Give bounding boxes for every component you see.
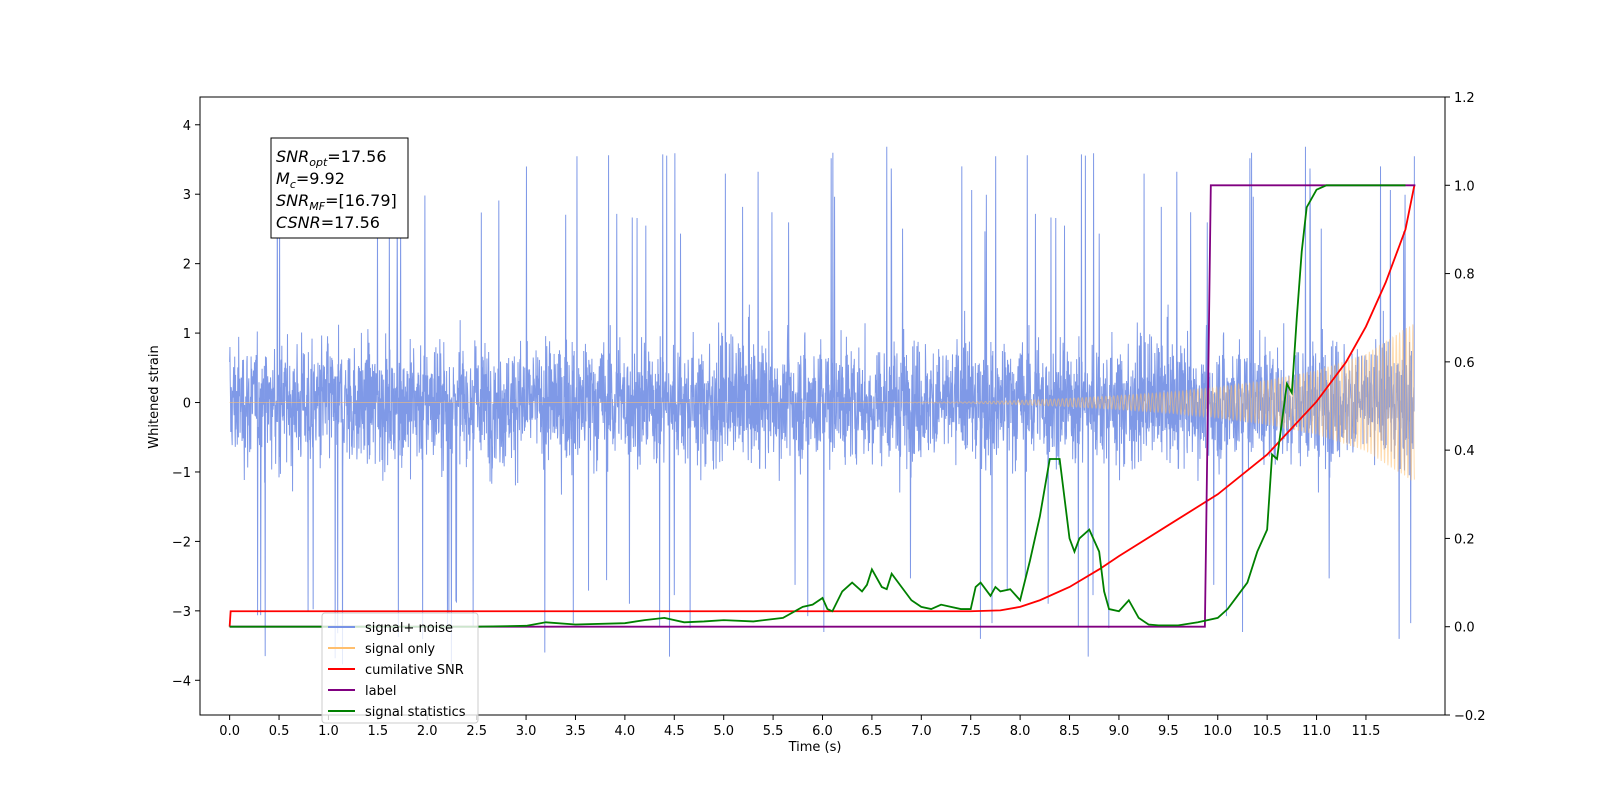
x-tick-label: 4.0 [615, 724, 636, 739]
x-tick-label: 10.0 [1203, 724, 1232, 739]
x-tick-label: 2.5 [466, 724, 487, 739]
y2-tick-label: 0.2 [1454, 532, 1475, 547]
y2-tick-label: −0.2 [1454, 709, 1486, 724]
series-line-label [229, 184, 1416, 628]
legend: signal+ noise signal only cumilative SNR la… [321, 612, 479, 724]
y2-tick-label: 0.4 [1454, 444, 1475, 459]
x-tick-label: 6.5 [862, 724, 883, 739]
y-tick-label: 3 [183, 188, 191, 203]
x-tick-label: 7.0 [911, 724, 932, 739]
x-tick-label: 6.0 [812, 724, 833, 739]
legend-label: label [365, 684, 396, 699]
legend-label: signal statistics [365, 705, 466, 720]
x-tick-label: 1.5 [368, 724, 389, 739]
x-tick-label: 7.5 [960, 724, 981, 739]
series-signal-only [229, 324, 1415, 481]
y2-tick-label: 1.2 [1454, 91, 1475, 106]
series-lines [228, 184, 1416, 628]
x-tick-label: 3.0 [516, 724, 537, 739]
series-line-signal-statistics [229, 184, 1406, 628]
annotation-line: Mc=9.92 [276, 169, 345, 191]
y-tick-label: −1 [172, 466, 191, 481]
x-tick-label: 11.5 [1351, 724, 1380, 739]
x-tick-label: 2.0 [417, 724, 438, 739]
signal-noise-line [229, 141, 1415, 665]
annotation-box: SNRopt=17.56Mc=9.92SNRMF=[16.79]CSNR=17.… [270, 137, 409, 239]
y-axis-label: Whitened strain [147, 345, 162, 448]
y-tick-label: 2 [183, 258, 191, 273]
series-line-cumilative-snr [228, 185, 1416, 627]
annotation-frame [270, 137, 409, 239]
y-tick-label: 1 [183, 327, 191, 342]
x-tick-label: 5.5 [763, 724, 784, 739]
x-tick-label: 5.0 [713, 724, 734, 739]
x-tick-label: 0.5 [269, 724, 290, 739]
x-tick-label: 10.5 [1253, 724, 1282, 739]
x-axis-label: Time (s) [788, 740, 842, 755]
y-tick-label: −2 [172, 535, 191, 550]
x-tick-label: 0.0 [219, 724, 240, 739]
annotation-line: CSNR=17.56 [276, 213, 380, 232]
legend-label: cumilative SNR [365, 663, 464, 678]
annotation-line: SNRMF=[16.79] [276, 191, 397, 213]
signal-only-line [229, 324, 1415, 481]
y-tick-label: 4 [183, 119, 191, 134]
y-tick-label: −3 [172, 605, 191, 620]
x-axis: 0.0 0.5 1.0 1.5 2.0 2.5 3.0 3.5 4.0 4.5 5.0 5.5 6.0 6… [219, 715, 1380, 739]
x-tick-label: 11.0 [1302, 724, 1331, 739]
x-tick-label: 9.0 [1109, 724, 1130, 739]
y2-tick-label: 0.0 [1454, 621, 1475, 636]
annotation-line: SNRopt=17.56 [276, 147, 387, 169]
legend-frame [321, 612, 479, 724]
y-axis-right: 1.2 1.0 0.8 0.6 0.4 0.2 0.0 −0.2 [1445, 91, 1486, 724]
x-tick-label: 8.0 [1010, 724, 1031, 739]
y-axis-left: 4 3 2 1 0 −1 −2 −3 −4 [172, 119, 200, 689]
series-signal-noise [229, 141, 1415, 665]
y2-tick-label: 0.6 [1454, 356, 1475, 371]
y2-tick-label: 0.8 [1454, 268, 1475, 283]
x-tick-label: 4.5 [664, 724, 685, 739]
y-tick-label: 0 [183, 397, 191, 412]
y2-tick-label: 1.0 [1454, 179, 1475, 194]
y-tick-label: −4 [172, 674, 191, 689]
x-tick-label: 1.0 [318, 724, 339, 739]
legend-label: signal only [365, 642, 435, 657]
x-tick-label: 3.5 [565, 724, 586, 739]
x-tick-label: 8.5 [1059, 724, 1080, 739]
legend-label: signal+ noise [365, 621, 453, 636]
x-tick-label: 9.5 [1158, 724, 1179, 739]
